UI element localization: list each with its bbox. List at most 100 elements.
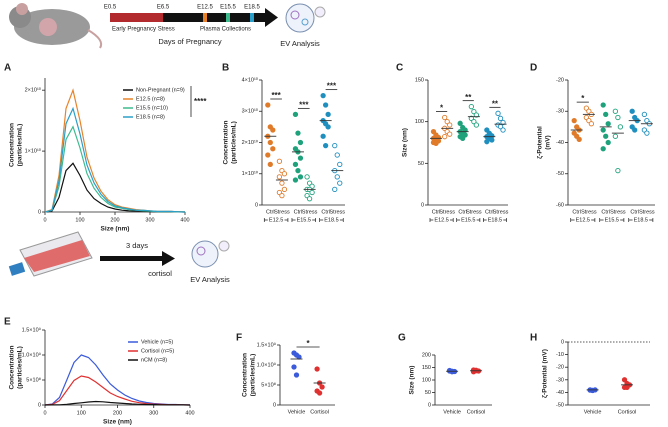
- data-point: [270, 127, 276, 133]
- legend-label: Non-Pregnant (n=9): [136, 87, 185, 93]
- x-tick-label: 0: [43, 410, 46, 416]
- data-point: [617, 124, 624, 130]
- data-point: [500, 127, 506, 133]
- mouse-tail: [87, 29, 103, 49]
- data-point: [588, 121, 595, 127]
- data-point: [589, 387, 596, 394]
- data-point: [319, 384, 325, 390]
- data-point: [291, 364, 297, 370]
- data-point: [603, 133, 609, 139]
- stage-label: E18.5: [244, 5, 260, 11]
- significance-label: ****: [194, 97, 207, 106]
- data-point: [279, 192, 285, 199]
- data-point: [314, 366, 320, 372]
- series-line: [44, 400, 191, 406]
- group-label: E18.5: [324, 217, 338, 223]
- y-tick-label: 150: [415, 77, 424, 83]
- x-tick-label: Stress: [493, 209, 509, 215]
- data-point: [267, 161, 273, 168]
- significance-label: ***: [299, 100, 309, 109]
- data-point: [576, 136, 582, 143]
- ev-icon: [301, 18, 309, 26]
- mouse-womb: [39, 18, 57, 36]
- x-tick-label: Stress: [329, 209, 345, 215]
- data-point: [641, 111, 648, 118]
- data-point: [495, 110, 501, 116]
- x-tick-label: 100: [75, 217, 84, 223]
- group-label: E15.5: [605, 217, 619, 223]
- significance-label: **: [465, 93, 472, 102]
- treatment-arrow: [100, 256, 162, 261]
- group-label: E12.5: [576, 217, 590, 223]
- x-axis-label: Size (nm): [103, 419, 132, 426]
- data-point: [489, 137, 495, 143]
- x-tick-label: Cortisol: [618, 409, 637, 415]
- significance-label: *: [581, 94, 585, 103]
- data-point: [265, 152, 271, 158]
- x-tick-label: 300: [145, 217, 154, 223]
- data-point: [297, 155, 304, 161]
- series-line: [44, 125, 186, 213]
- x-tick-label: Ctrl: [321, 209, 330, 215]
- x-tick-label: Stress: [581, 209, 597, 215]
- y-tick-label: 0: [428, 402, 431, 408]
- x-tick-label: 100: [77, 410, 86, 416]
- collection-marker: [226, 13, 230, 22]
- panel-letter: E: [4, 317, 11, 328]
- data-point: [293, 372, 300, 378]
- y-tick-label: 1×10¹⁰: [25, 148, 42, 155]
- y-tick-label: 1.0×10⁹: [22, 351, 41, 358]
- data-point: [265, 102, 271, 108]
- x-tick-label: Stress: [639, 209, 655, 215]
- data-point: [433, 140, 439, 146]
- data-point: [615, 167, 621, 174]
- data-point: [442, 134, 448, 140]
- ev-icon: [314, 6, 326, 18]
- flask-cap: [8, 262, 26, 276]
- data-point: [624, 384, 630, 391]
- data-point: [473, 367, 479, 373]
- panel-letter: A: [4, 63, 11, 74]
- legend-label: nCM (n=8): [141, 357, 167, 363]
- data-point: [292, 111, 299, 118]
- y-tick-label: 100: [422, 377, 431, 383]
- stage-label: E12.5: [197, 5, 213, 11]
- data-point: [605, 139, 611, 146]
- y-tick-label: 4×10¹⁰: [242, 76, 259, 83]
- treatment-label: cortisol: [148, 269, 172, 278]
- data-point: [473, 112, 480, 118]
- group-label: E12.5: [434, 217, 448, 223]
- data-point: [332, 186, 338, 193]
- legend-label: E12.5 (n=8): [136, 96, 165, 102]
- data-point: [334, 174, 340, 180]
- legend-label: Cortisol (n=5): [141, 348, 174, 354]
- data-point: [484, 139, 490, 145]
- x-tick-label: 300: [149, 410, 158, 416]
- data-point: [600, 127, 606, 133]
- y-tick-label: 0: [38, 402, 41, 408]
- data-point: [442, 114, 448, 121]
- stage-label: E0.5: [104, 5, 117, 11]
- data-point: [320, 92, 326, 99]
- y-axis-label: Concentration: [223, 120, 230, 164]
- data-point: [600, 146, 606, 152]
- y-tick-label: -40: [556, 390, 564, 396]
- x-tick-label: Stress: [274, 209, 290, 215]
- data-point: [644, 130, 650, 136]
- timeline: [163, 13, 265, 22]
- data-point: [295, 167, 301, 174]
- data-point: [615, 114, 621, 121]
- panel-letter: B: [222, 63, 229, 74]
- significance-label: *: [440, 104, 444, 113]
- x-tick-label: 0: [43, 217, 46, 223]
- bottom-schematic: 3 days cortisol EV Analysis: [8, 231, 230, 284]
- data-point: [612, 133, 619, 139]
- x-tick-label: Ctrl: [458, 209, 467, 215]
- ev-icon: [218, 240, 230, 252]
- data-point: [297, 139, 304, 146]
- group-label: E15.5: [461, 217, 475, 223]
- data-point: [449, 369, 455, 375]
- data-point: [621, 377, 628, 383]
- y-tick-label: 5×10⁸: [261, 381, 276, 388]
